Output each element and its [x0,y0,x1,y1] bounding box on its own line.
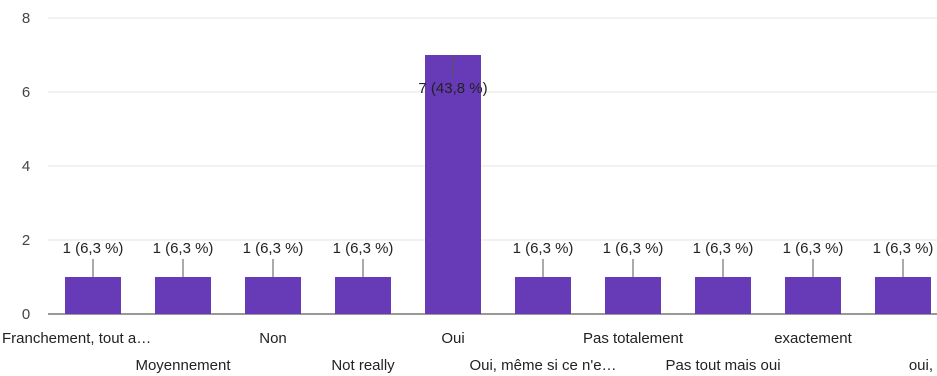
x-category-label: Oui, même si ce n'e… [469,357,616,374]
data-label: 1 (6,3 %) [243,240,304,257]
bars [65,55,931,314]
bar [335,277,391,314]
bar [65,277,121,314]
bar [515,277,571,314]
x-category-label: Not really [331,357,395,374]
data-label: 1 (6,3 %) [783,240,844,257]
bar [785,277,841,314]
x-category-label: Moyennement [135,357,231,374]
x-category-label: Oui [441,330,464,347]
x-category-label: Non [259,330,287,347]
y-tick-label: 4 [22,158,30,175]
y-tick-label: 8 [22,10,30,27]
data-label: 1 (6,3 %) [333,240,394,257]
x-category-label: exactement [774,330,852,347]
bar [605,277,661,314]
bar [875,277,931,314]
x-category-label: oui, [909,357,933,374]
data-label: 1 (6,3 %) [513,240,574,257]
data-labels: 1 (6,3 %) 1 (6,3 %) 1 (6,3 %) 1 (6,3 %) 7 (4… [63,80,934,257]
bar [695,277,751,314]
data-label: 1 (6,3 %) [603,240,664,257]
data-label: 7 (43,8 %) [418,80,487,97]
x-category-label: Pas totalement [583,330,684,347]
data-label: 1 (6,3 %) [63,240,124,257]
data-label-leaders [92,55,904,277]
y-tick-label: 6 [22,84,30,101]
x-category-label: Franchement, tout a… [2,330,151,347]
x-axis-categories: Franchement, tout a… Moyennement Non Not re… [2,330,933,374]
y-axis-ticks: 0 2 4 6 8 [22,10,30,323]
bar [155,277,211,314]
bar [425,55,481,314]
data-label: 1 (6,3 %) [873,240,934,257]
data-label: 1 (6,3 %) [693,240,754,257]
x-category-label: Pas tout mais oui [665,357,780,374]
y-tick-label: 0 [22,306,30,323]
data-label: 1 (6,3 %) [153,240,214,257]
grid-layer [48,17,937,315]
bar [245,277,301,314]
y-tick-label: 2 [22,232,30,249]
